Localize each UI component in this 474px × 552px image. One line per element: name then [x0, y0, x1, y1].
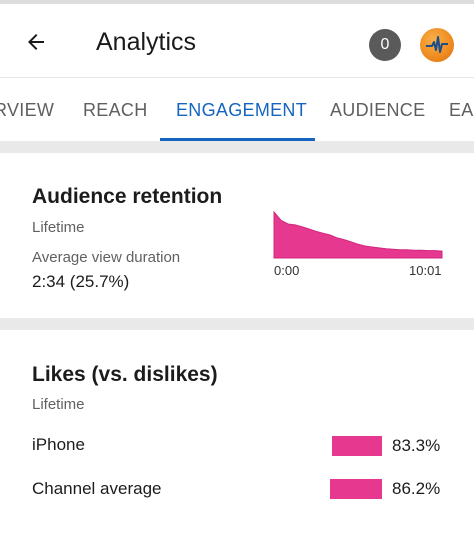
avg-view-duration-label: Average view duration [32, 249, 181, 266]
retention-sparkline [273, 210, 443, 259]
avatar-pulse-icon [426, 36, 448, 53]
app-bar: Analytics 0 [0, 4, 474, 78]
likes-card[interactable] [0, 330, 474, 552]
tab-engagement[interactable]: ENGAGEMENT [176, 99, 308, 120]
likes-bar [330, 479, 382, 499]
section-divider [0, 318, 474, 330]
retention-area [273, 210, 443, 259]
notification-badge[interactable]: 0 [369, 29, 401, 61]
likes-title: Likes (vs. dislikes) [32, 363, 218, 386]
back-button[interactable] [20, 26, 52, 58]
retention-period: Lifetime [32, 219, 85, 236]
tab-overview[interactable]: RVIEW [0, 99, 55, 120]
avatar[interactable] [420, 28, 454, 62]
likes-row-value: 83.3% [392, 436, 441, 455]
tab-reach[interactable]: REACH [83, 99, 148, 120]
likes-bar [332, 436, 382, 456]
tab-bar: RVIEW REACH ENGAGEMENT AUDIENCE EA [0, 79, 474, 141]
retention-title: Audience retention [32, 185, 223, 208]
likes-row-label: Channel average [32, 479, 162, 498]
active-tab-indicator [160, 138, 315, 141]
sparkline-start-label: 0:00 [274, 263, 300, 278]
audience-retention-card[interactable] [0, 153, 474, 318]
arrow-left-icon [28, 34, 44, 50]
likes-row-label: iPhone [32, 435, 85, 454]
tab-audience[interactable]: AUDIENCE [330, 99, 426, 120]
tab-earn[interactable]: EA [449, 99, 474, 120]
sparkline-end-label: 10:01 [409, 263, 442, 278]
avg-view-duration-value: 2:34 (25.7%) [32, 272, 130, 291]
likes-row-value: 86.2% [392, 479, 441, 498]
likes-period: Lifetime [32, 396, 85, 413]
status-strip [0, 0, 474, 4]
section-divider [0, 141, 474, 153]
page-title: Analytics [96, 28, 197, 56]
